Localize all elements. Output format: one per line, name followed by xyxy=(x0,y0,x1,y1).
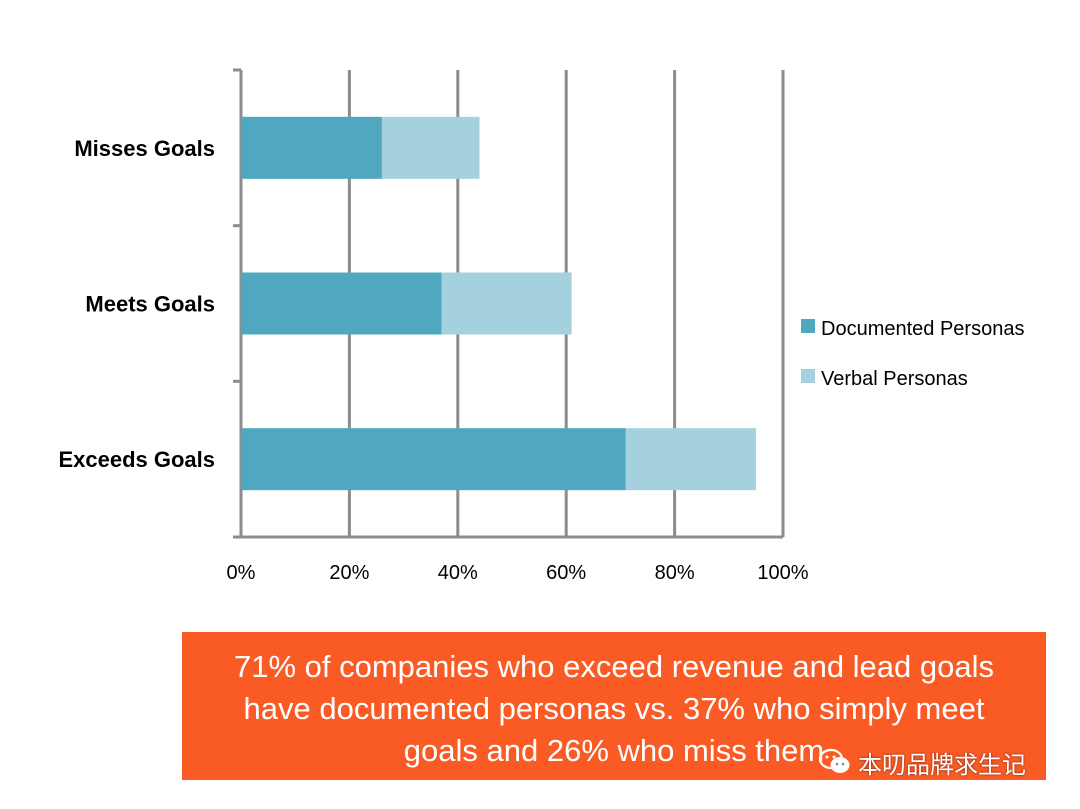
bars xyxy=(241,116,756,491)
watermark: 本叨品牌求生记 xyxy=(818,744,1026,780)
legend-label: Verbal Personas xyxy=(821,368,968,390)
category-label: Meets Goals xyxy=(85,292,215,317)
bar-segment xyxy=(241,428,626,491)
category-labels: Misses Goals Meets Goals Exceeds Goals xyxy=(58,136,215,472)
legend-swatch xyxy=(801,369,815,383)
x-tick-label: 20% xyxy=(329,562,369,584)
stacked-bar-chart: Misses Goals Meets Goals Exceeds Goals 0% 2… xyxy=(58,68,1024,584)
callout-text: 71% of companies who exceed revenue and … xyxy=(233,649,994,768)
bar-segment xyxy=(241,116,382,179)
category-label: Exceeds Goals xyxy=(58,447,215,472)
x-tick-label: 0% xyxy=(227,562,256,584)
bar-segment xyxy=(241,272,442,335)
wechat-icon xyxy=(818,748,850,773)
bar-segment xyxy=(441,272,572,335)
watermark-text: 本叨品牌求生记 xyxy=(858,750,1026,779)
legend: Documented Personas Verbal Personas xyxy=(801,318,1024,390)
x-tick-labels: 0% 20% 40% 60% 80% 100% xyxy=(227,562,809,584)
bar-segment xyxy=(625,428,756,491)
bar-segment xyxy=(381,116,480,179)
legend-swatch xyxy=(801,319,815,333)
x-tick-label: 100% xyxy=(757,562,808,584)
x-tick-label: 80% xyxy=(655,562,695,584)
legend-label: Documented Personas xyxy=(821,318,1024,340)
x-tick-label: 40% xyxy=(438,562,478,584)
x-tick-label: 60% xyxy=(546,562,586,584)
callout-banner: 71% of companies who exceed revenue and … xyxy=(182,632,1046,780)
category-label: Misses Goals xyxy=(74,136,215,161)
